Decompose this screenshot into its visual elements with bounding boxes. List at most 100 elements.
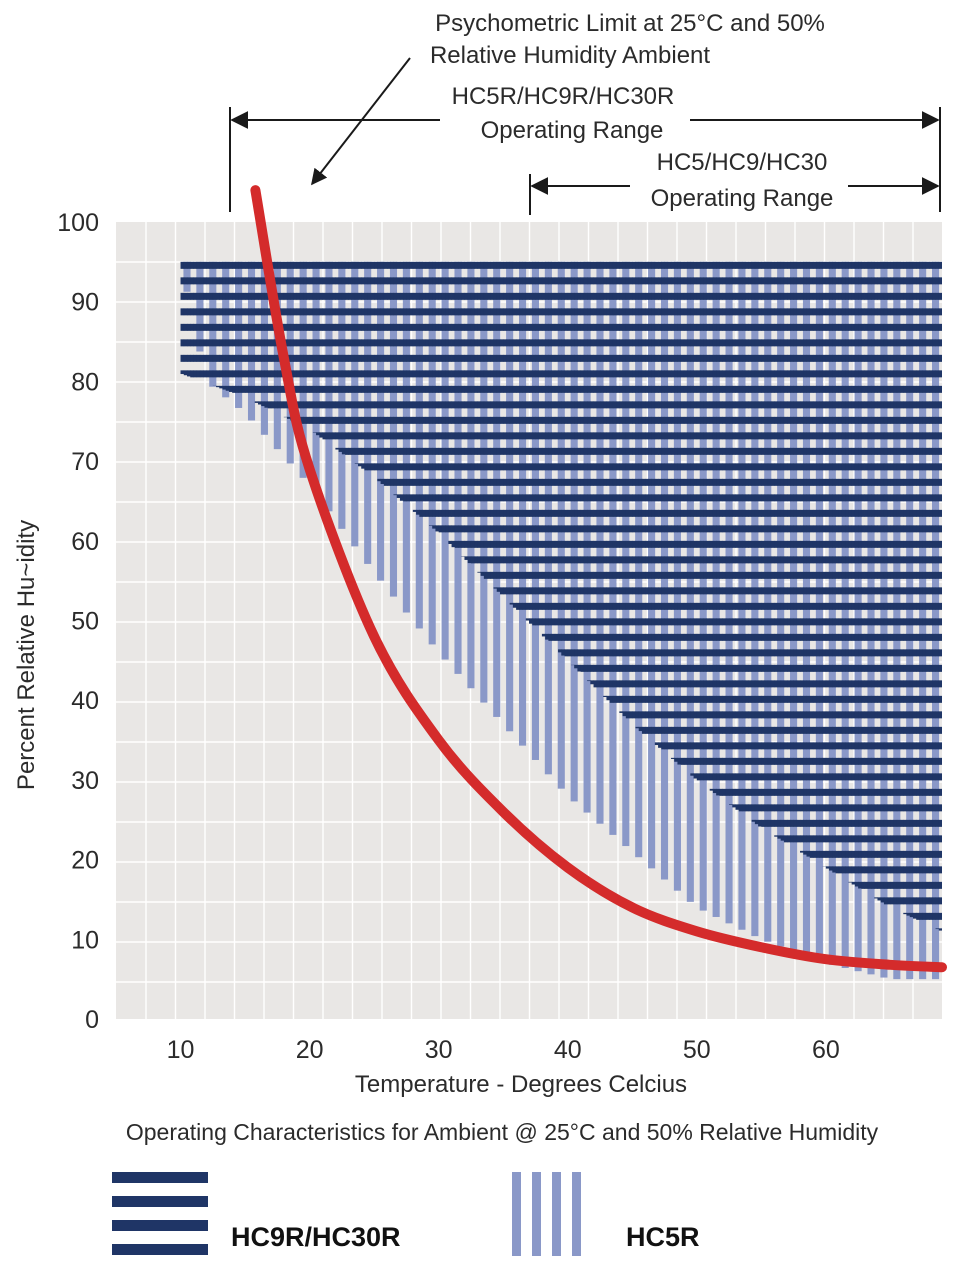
hc9r-stripe	[186, 354, 191, 362]
hc9r-stripe	[764, 773, 769, 781]
hc9r-stripe	[741, 416, 746, 424]
hc9r-stripe	[796, 757, 801, 765]
hc9r-stripe	[364, 261, 369, 269]
hc9r-stripe	[780, 478, 785, 486]
hc9r-stripe	[845, 757, 849, 765]
hc9r-stripe	[787, 323, 791, 331]
hc9r-stripe	[851, 649, 856, 657]
hc9r-stripe	[770, 323, 775, 331]
hc9r-stripe	[680, 618, 685, 626]
hc9r-stripe	[696, 416, 701, 424]
hc9r-stripe	[454, 432, 459, 440]
hc9r-stripe	[841, 447, 846, 455]
hc9r-stripe	[587, 370, 591, 378]
hc9r-stripe	[599, 602, 604, 610]
hc9r-stripe	[183, 323, 188, 331]
hc9r-stripe	[374, 277, 378, 285]
hc9r-stripe	[316, 277, 320, 285]
hc9r-stripe	[793, 804, 798, 812]
hc9r-stripe	[822, 757, 827, 765]
hc9r-stripe	[770, 525, 775, 533]
hc9r-stripe	[835, 618, 840, 626]
hc9r-stripe	[348, 323, 352, 331]
hc5r-stripe	[738, 261, 746, 930]
hc9r-stripe	[522, 432, 527, 440]
hc9r-stripe	[409, 339, 414, 347]
hc9r-stripe	[551, 308, 556, 316]
hc9r-stripe	[803, 618, 807, 626]
hc9r-stripe	[529, 540, 533, 548]
hc9r-stripe	[438, 401, 443, 409]
hc9r-stripe	[590, 385, 594, 393]
hc9r-stripe	[387, 463, 391, 471]
hc9r-stripe	[554, 633, 559, 641]
hc9r-stripe	[800, 354, 804, 362]
hc9r-stripe	[851, 463, 856, 471]
hc9r-stripe	[745, 556, 749, 564]
hc9r-stripe	[683, 447, 688, 455]
hc9r-stripe	[283, 292, 288, 300]
hc9r-stripe	[399, 354, 404, 362]
hc9r-stripe	[512, 401, 517, 409]
hc9r-stripe	[461, 323, 465, 331]
hc9r-stripe	[809, 277, 814, 285]
hc9r-stripe	[599, 339, 604, 347]
hc9r-stripe	[812, 726, 817, 734]
hc9r-stripe	[422, 261, 427, 269]
hc9r-stripe	[783, 773, 788, 781]
hc9r-stripe	[687, 432, 691, 440]
hc9r-stripe	[535, 494, 540, 502]
hc9r-stripe	[632, 587, 636, 595]
hc9r-stripe	[561, 463, 565, 471]
hc9r-stripe	[374, 308, 378, 316]
hc9r-stripe	[732, 277, 736, 285]
hc9r-stripe	[706, 292, 711, 300]
hc9r-stripe	[616, 478, 620, 486]
hc9r-stripe	[538, 587, 543, 595]
hc9r-stripe	[735, 602, 740, 610]
hc9r-stripe	[499, 261, 504, 269]
hc9r-stripe	[558, 416, 562, 424]
hc9r-stripe	[819, 602, 824, 610]
hc9r-stripe	[306, 292, 310, 300]
hc9r-stripe	[661, 742, 665, 750]
hc9r-stripe	[509, 587, 514, 595]
hc9r-stripe	[583, 494, 588, 502]
hc9r-stripe	[464, 447, 469, 455]
hc9r-stripe	[193, 323, 198, 331]
hc9r-stripe	[199, 354, 204, 362]
hc9r-stripe	[325, 354, 330, 362]
hc9r-stripe	[829, 602, 833, 610]
hc9r-stripe	[806, 416, 811, 424]
hc9r-stripe	[706, 261, 711, 269]
hc9r-stripe	[593, 540, 598, 548]
hc9r-stripe	[583, 323, 588, 331]
hc9r-stripe	[380, 323, 385, 331]
hc9r-stripe	[832, 788, 836, 796]
hc9r-stripe	[183, 292, 188, 300]
hc9r-stripe	[525, 339, 530, 347]
hc9r-stripe	[635, 726, 640, 729]
hc9r-stripe	[767, 447, 772, 455]
hc9r-stripe	[790, 277, 794, 285]
hc9r-stripe	[609, 587, 614, 595]
hc9r-stripe	[406, 261, 411, 269]
hc9r-stripe	[796, 571, 801, 579]
hc9r-stripe	[841, 711, 846, 719]
hc9r-stripe	[519, 587, 523, 595]
hc9r-stripe	[848, 602, 853, 610]
hc9r-stripe	[393, 323, 398, 331]
hc9r-stripe	[667, 370, 672, 378]
hc9r-stripe	[741, 633, 746, 641]
hc9r-stripe	[754, 618, 759, 626]
hc9r-stripe	[764, 401, 769, 409]
hc9r-stripe	[832, 339, 836, 347]
hc9r-stripe	[458, 540, 462, 548]
hc9r-stripe	[577, 354, 582, 362]
hc9r-stripe	[257, 292, 262, 300]
hc9r-stripe	[670, 540, 675, 548]
hc9r-stripe	[664, 339, 669, 347]
hc9r-stripe	[693, 649, 698, 657]
hc9r-stripe	[845, 788, 849, 796]
hc9r-stripe	[403, 494, 407, 502]
